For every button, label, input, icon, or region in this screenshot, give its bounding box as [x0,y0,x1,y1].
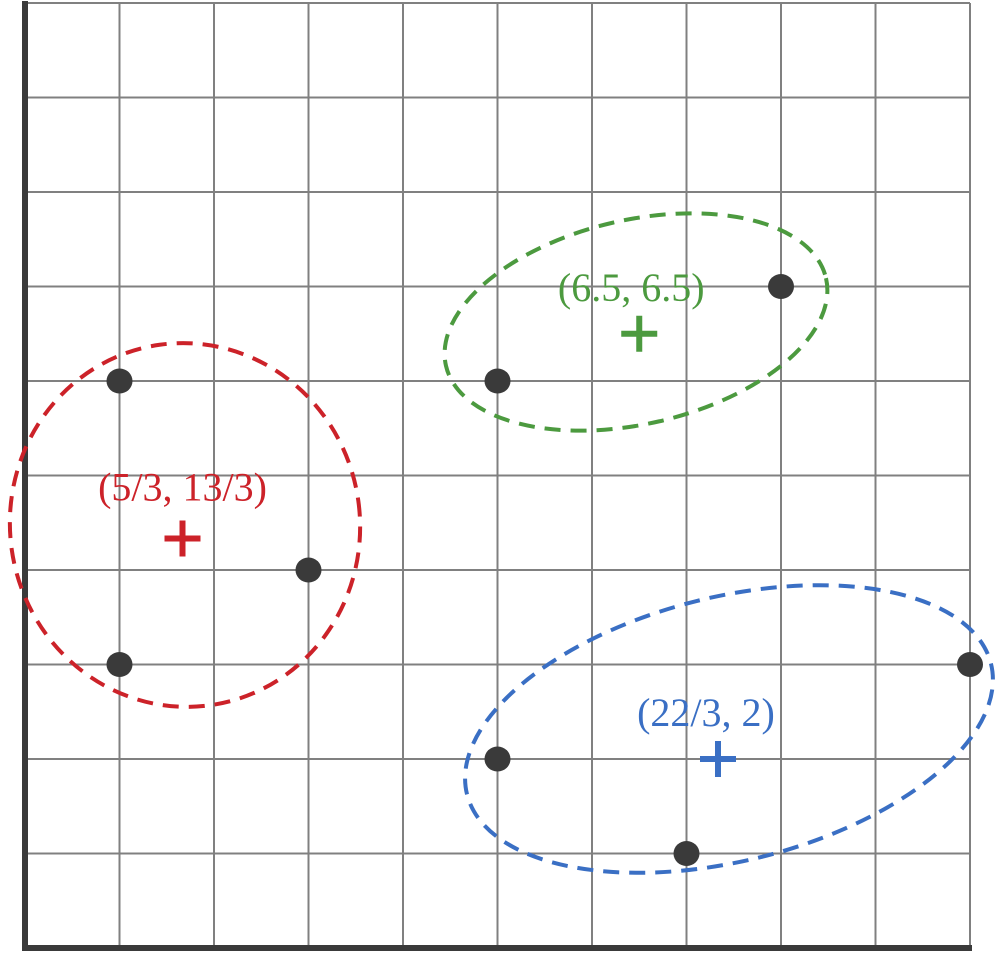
data-point [484,746,511,772]
centroid-markers [164,315,736,777]
data-point [106,652,133,677]
axes [22,1,972,951]
centroid-plus-icon [621,315,658,352]
data-point [957,652,983,677]
cluster-ellipses [7,211,995,875]
cluster-ellipse [463,583,995,875]
grid [25,2,971,948]
data-points [106,274,983,866]
centroid-plus-icon [699,741,736,777]
centroid-label: (6.5, 6.5) [558,265,705,310]
data-point [106,368,133,394]
data-point [484,368,511,394]
cluster-ellipse [7,341,363,709]
centroid-plus-icon [164,520,201,557]
centroid-label: (22/3, 2) [637,690,775,735]
data-point [768,274,794,299]
cluster-ellipse [442,211,830,433]
centroid-labels: (5/3, 13/3) (6.5, 6.5) (22/3, 2) [98,265,775,735]
centroid-label: (5/3, 13/3) [98,465,267,510]
data-point [295,557,322,583]
data-point [673,841,700,866]
